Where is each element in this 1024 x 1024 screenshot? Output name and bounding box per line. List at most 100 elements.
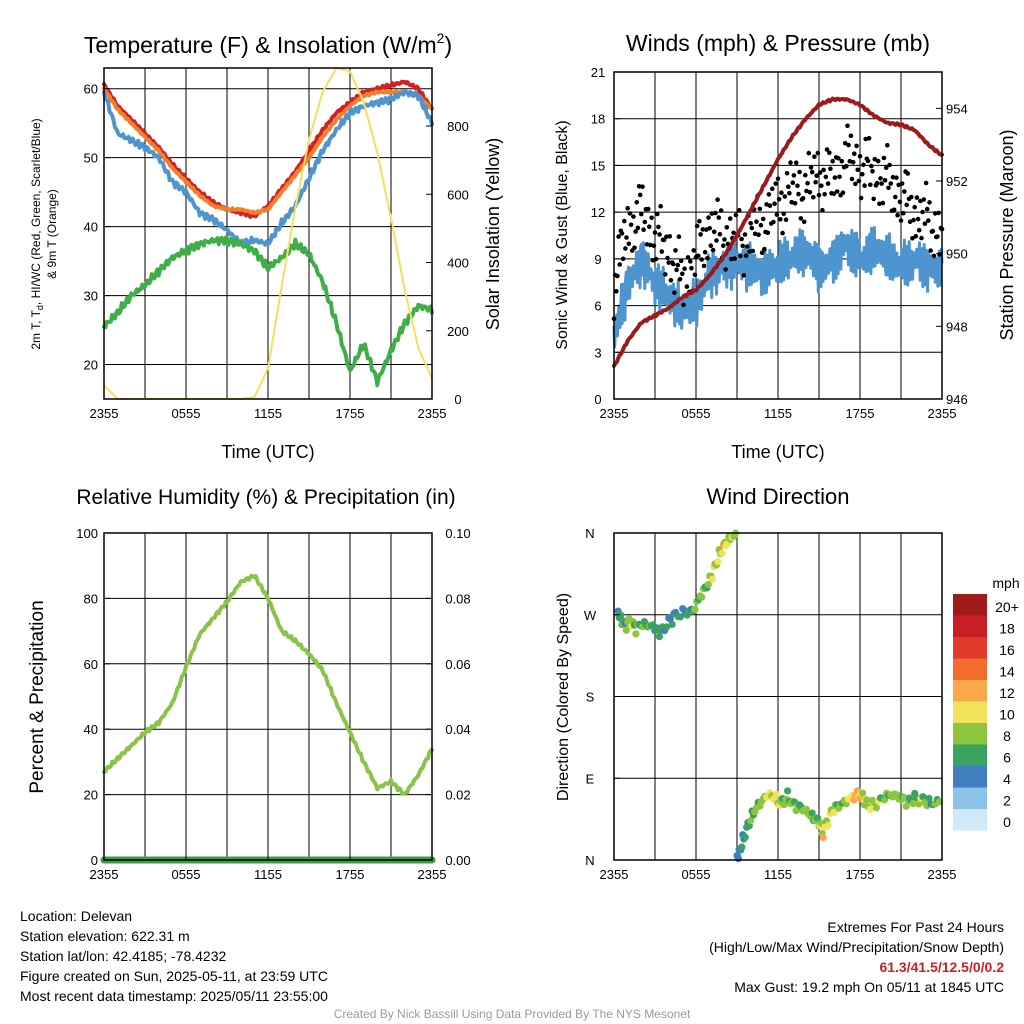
- winds-gust-point: [617, 262, 622, 267]
- wdir-legend-swatch: [953, 615, 987, 637]
- winds-gust-point: [857, 154, 863, 159]
- winds-gust-point: [706, 215, 711, 220]
- winds-gust-point: [846, 142, 851, 148]
- winds-gust-point: [869, 163, 874, 169]
- winds-gust-point: [685, 255, 691, 260]
- wdir-xtick-label: 2355: [928, 867, 957, 882]
- wdir-point: [824, 821, 832, 830]
- wdir-point: [617, 611, 625, 619]
- winds-gust-point: [760, 216, 766, 222]
- winds-y2label: Station Pressure (Maroon): [997, 129, 1017, 340]
- winds-gust-point: [733, 212, 739, 218]
- wdir-point: [915, 800, 923, 808]
- winds-gust-point: [624, 235, 629, 240]
- wdir-point: [718, 549, 726, 557]
- wdir-point: [935, 798, 943, 806]
- wdir-legend-swatch: [953, 594, 987, 616]
- winds-gust-point: [774, 212, 780, 217]
- winds-gust-point: [620, 256, 626, 262]
- wdir-legend-label: 6: [1003, 749, 1011, 765]
- latlon-text: Station lat/lon: 42.4185; -78.4232: [20, 948, 227, 964]
- wdir-xtick-label: 0555: [682, 867, 711, 882]
- winds-gust-point: [628, 222, 634, 228]
- winds-gust-point: [645, 206, 651, 212]
- wdir-legend-swatch: [953, 766, 987, 788]
- temp-ytick-label: 20: [84, 358, 98, 373]
- rh-y2tick-label: 0.10: [445, 526, 470, 541]
- wdir-point: [622, 626, 630, 634]
- temp-title: Temperature (F) & Insolation (W/m2): [84, 30, 452, 58]
- winds-gust-point: [627, 211, 633, 216]
- winds-gust-point: [907, 219, 913, 225]
- winds-ylabel: Sonic Wind & Gust (Blue, Black): [554, 120, 571, 349]
- winds-gust-point: [837, 174, 842, 180]
- winds-gust-point: [711, 229, 717, 235]
- wdir-legend-swatch: [953, 658, 987, 680]
- winds-ytick-label: 12: [591, 205, 605, 220]
- winds-gust-point: [850, 159, 856, 165]
- winds-sonic-line: [612, 226, 944, 349]
- wdir-point: [863, 796, 871, 804]
- winds-gust-point: [651, 243, 657, 249]
- temp-ylabel-subscript: d: [35, 305, 45, 310]
- wdir-legend-swatch: [953, 680, 987, 702]
- winds-gust-point: [920, 209, 925, 215]
- winds-gust-point: [855, 167, 860, 173]
- winds-gust-point: [708, 243, 714, 248]
- winds-gust-point: [845, 123, 850, 129]
- winds-gust-point: [814, 173, 819, 178]
- winds-gust-point: [694, 223, 700, 229]
- winds-gust-point: [737, 208, 742, 213]
- max-gust-text: Max Gust: 19.2 mph On 05/11 at 1845 UTC: [734, 979, 1004, 995]
- rh-xtick-label: 1755: [336, 867, 365, 882]
- winds-gust-point: [858, 195, 864, 201]
- winds-gust-point: [895, 212, 900, 218]
- temp-title-superscript: 2: [437, 30, 445, 46]
- temp-y2tick-label: 600: [447, 187, 469, 202]
- winds-gust-point: [883, 165, 889, 170]
- winds-gust-point: [805, 180, 810, 186]
- temp-xtick-label: 0555: [172, 406, 201, 421]
- winds-gust-point: [875, 158, 881, 164]
- wdir-legend-swatch: [953, 809, 987, 831]
- wdir-legend-label: 10: [999, 706, 1015, 722]
- winds-gust-point: [787, 190, 792, 196]
- winds-gust-point: [854, 143, 859, 149]
- winds-gust-point: [716, 215, 722, 220]
- winds-gust-point: [885, 142, 890, 148]
- location-text: Location: Delevan: [20, 908, 133, 924]
- rh-xtick-label: 0555: [172, 867, 201, 882]
- extremes-values: 61.3/41.5/12.5/0/0.2: [879, 959, 1004, 975]
- winds-gust-point: [622, 218, 627, 224]
- winds-gust-point: [689, 265, 694, 271]
- wdir-legend: mph 20+ 18 16 14 12 10 8 6 4 2 0: [953, 575, 1020, 831]
- winds-gust-point: [709, 211, 715, 216]
- winds-gust-point: [839, 158, 845, 164]
- winds-gust-point: [914, 195, 920, 200]
- winds-gust-point: [890, 174, 896, 180]
- winds-y2tick-label: 946: [946, 392, 968, 407]
- wdir-point: [714, 558, 722, 566]
- winds-gust-point: [640, 184, 645, 189]
- winds-gust-point: [682, 266, 687, 272]
- rh-ytick-label: 100: [76, 526, 98, 541]
- wdir-point: [872, 804, 881, 812]
- winds-gust-point: [905, 171, 911, 176]
- winds-gust-point: [656, 224, 661, 230]
- winds-gust-point: [697, 218, 702, 224]
- wdir-point: [691, 605, 699, 614]
- rh-xtick-label: 2355: [418, 867, 447, 882]
- wdir-point: [814, 814, 822, 822]
- temp-ylabel-line1: 2m T, Td, HI/WC (Red, Green, Scarlet/Blu…: [29, 118, 45, 349]
- winds-gust-point: [779, 190, 784, 195]
- winds-gust-point: [919, 235, 924, 241]
- winds-gust-point: [722, 237, 727, 242]
- temp-xtick-label: 1155: [254, 406, 282, 421]
- winds-gust-point: [678, 258, 684, 264]
- winds-gust-point: [616, 234, 621, 239]
- winds-gust-point: [754, 219, 759, 224]
- winds-gust-point: [657, 232, 662, 237]
- winds-gust-point: [897, 199, 903, 205]
- wdir-point: [830, 809, 838, 817]
- winds-gust-point: [828, 166, 833, 172]
